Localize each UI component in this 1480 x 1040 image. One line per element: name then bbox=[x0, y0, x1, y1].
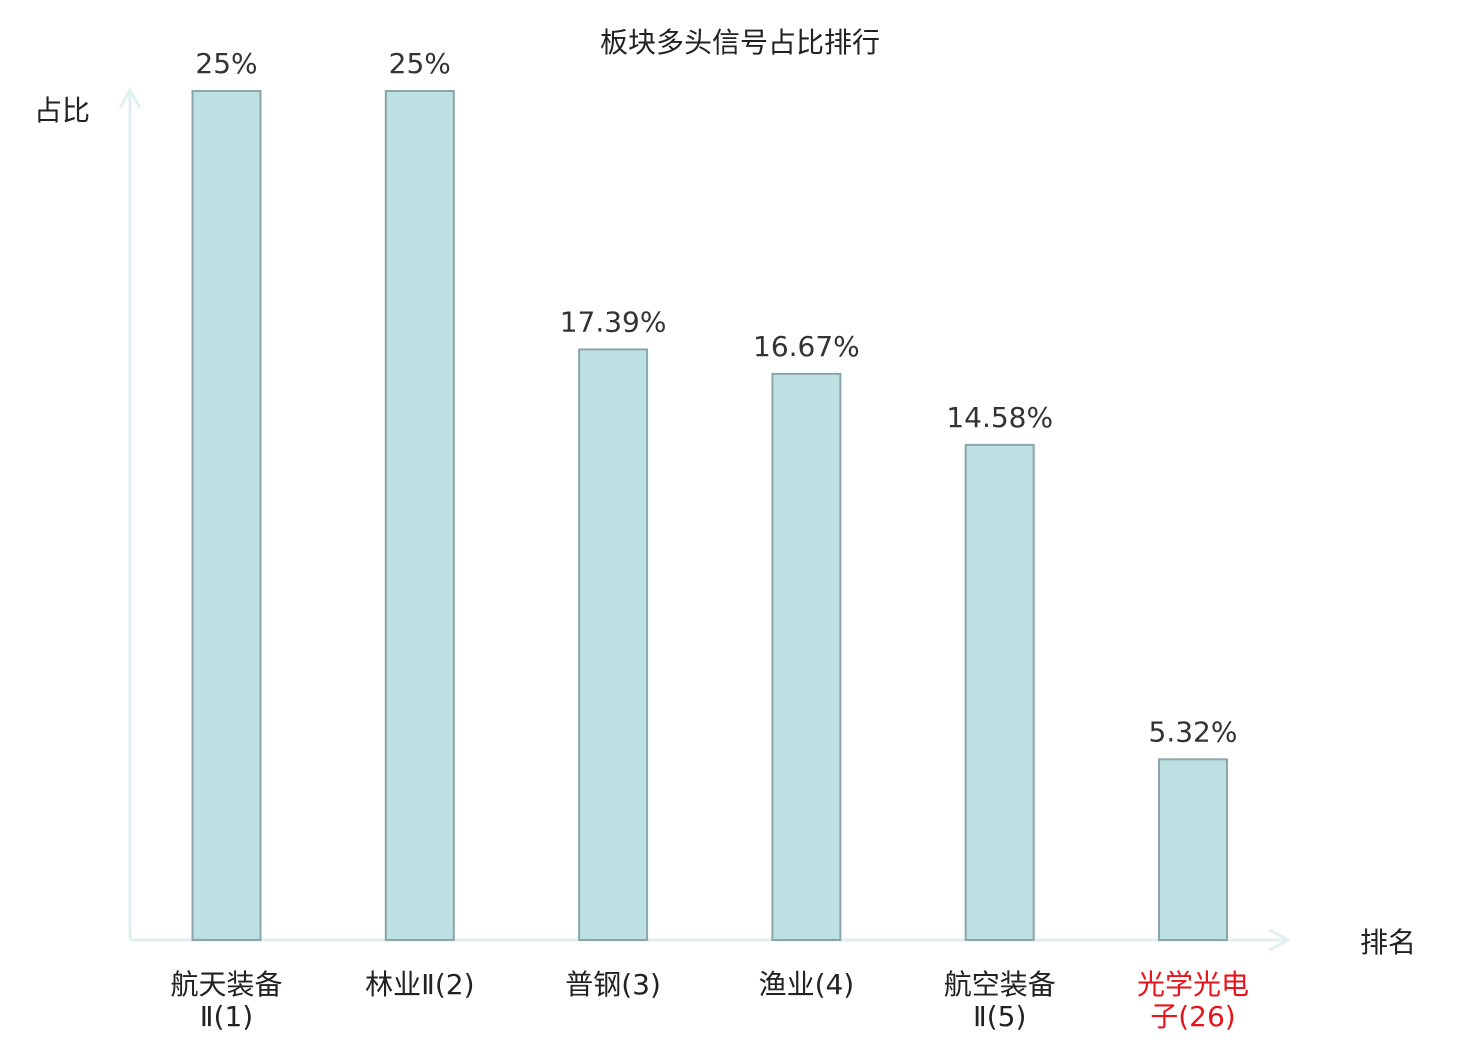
category-label-line: 航天装备 bbox=[170, 968, 282, 1001]
bar-3 bbox=[578, 348, 649, 941]
category-label-line: 光学光电 bbox=[1137, 968, 1249, 1001]
category-label-line: 渔业(4) bbox=[759, 968, 855, 1001]
chart-title: 板块多头信号占比排行 bbox=[600, 26, 880, 59]
category-label-4: 渔业(4) bbox=[759, 968, 855, 1001]
value-labels-group: 25% 25% 17.39% 16.67% 14.58% 5.32% bbox=[195, 47, 1237, 748]
bar-4 bbox=[771, 372, 842, 942]
category-label-line: 林业Ⅱ(2) bbox=[365, 968, 474, 1001]
category-label-1: 航天装备 Ⅱ(1) bbox=[170, 968, 282, 1033]
bars-group bbox=[191, 90, 1228, 942]
bar-2 bbox=[384, 90, 455, 941]
y-axis-label: 占比 bbox=[34, 94, 90, 127]
category-label-3: 普钢(3) bbox=[565, 968, 661, 1001]
category-label-line: 航空装备 bbox=[944, 968, 1056, 1001]
value-label-6: 5.32% bbox=[1149, 715, 1238, 748]
category-label-5: 航空装备 Ⅱ(5) bbox=[944, 968, 1056, 1033]
category-label-6: 光学光电子(26) bbox=[1137, 968, 1249, 1033]
bar-6 bbox=[1158, 758, 1228, 942]
category-labels-group: 航天装备 Ⅱ(1) 林业Ⅱ(2) 普钢(3) 渔业(4) 航空装备 Ⅱ(5) 光学光电子(26… bbox=[170, 968, 1249, 1033]
category-label-line: 子(26) bbox=[1150, 1000, 1235, 1033]
value-label-3: 17.39% bbox=[560, 305, 667, 338]
value-label-5: 14.58% bbox=[946, 401, 1053, 434]
bar-1 bbox=[191, 90, 262, 941]
category-label-2: 林业Ⅱ(2) bbox=[365, 968, 474, 1001]
value-label-4: 16.67% bbox=[753, 330, 860, 363]
value-label-2: 25% bbox=[389, 47, 451, 80]
value-label-1: 25% bbox=[195, 47, 257, 80]
x-axis-label: 排名 bbox=[1360, 926, 1416, 959]
x-axis-arrow bbox=[1269, 928, 1292, 952]
bar-5 bbox=[964, 443, 1035, 941]
y-axis-arrow bbox=[118, 86, 142, 109]
category-label-line: Ⅱ(5) bbox=[973, 1000, 1026, 1033]
category-label-line: 普钢(3) bbox=[565, 968, 661, 1001]
category-label-line: Ⅱ(1) bbox=[200, 1000, 253, 1033]
